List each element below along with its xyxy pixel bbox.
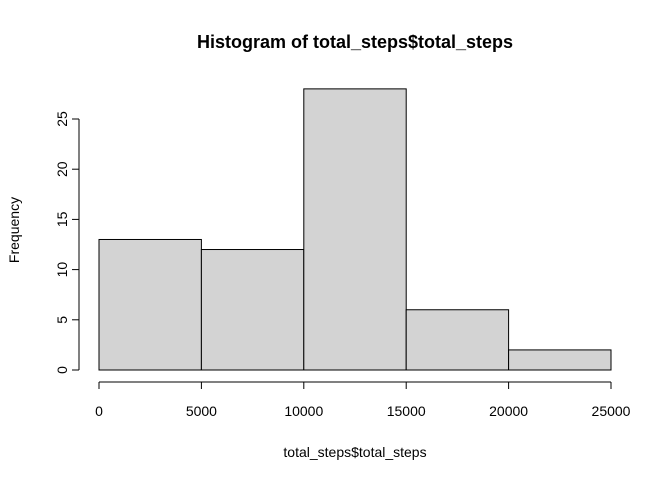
y-tick-label-1: 5	[54, 316, 70, 324]
histogram-bar-2	[303, 88, 407, 371]
histogram-bar-3	[405, 309, 510, 371]
x-axis-label: total_steps$total_steps	[283, 444, 426, 460]
chart-title: Histogram of total_steps$total_steps	[197, 32, 513, 52]
histogram-bar-1	[200, 249, 305, 371]
x-tick-label-1: 5000	[186, 403, 217, 419]
y-tick-label-2: 10	[54, 262, 70, 278]
y-axis-label: Frequency	[6, 197, 22, 263]
y-tick-label-4: 20	[54, 161, 70, 177]
histogram-bar-0	[98, 238, 202, 371]
x-tick-label-5: 25000	[592, 403, 631, 419]
y-tick-label-5: 25	[54, 111, 70, 127]
y-axis: 0 5 10 15 20 25	[54, 111, 80, 374]
x-tick-label-3: 15000	[387, 403, 426, 419]
y-tick-label-0: 0	[54, 366, 70, 374]
x-axis: 0 5000 10000 15000 20000 25000	[95, 381, 631, 419]
x-tick-label-4: 20000	[489, 403, 528, 419]
histogram-bar-4	[508, 349, 612, 371]
x-tick-label-0: 0	[95, 403, 103, 419]
bars-group	[98, 88, 612, 371]
x-tick-label-2: 10000	[284, 403, 323, 419]
y-tick-label-3: 15	[54, 211, 70, 227]
